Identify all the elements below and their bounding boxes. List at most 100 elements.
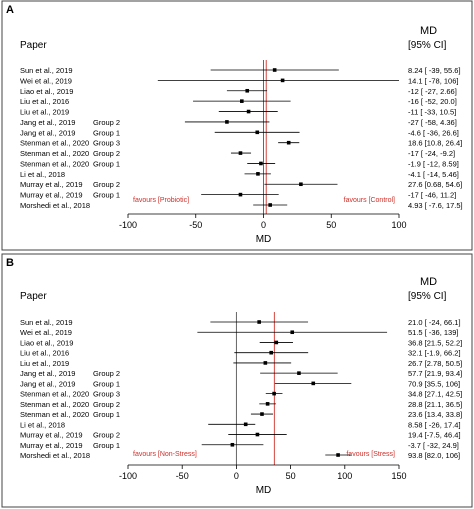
group-label: Group 3 <box>93 139 120 148</box>
group-label: Group 1 <box>93 191 120 200</box>
point-estimate <box>299 182 303 187</box>
study-label: Jang et al., 2019 <box>20 379 75 388</box>
study-label: Stenman et al., 2020 <box>20 390 89 399</box>
point-estimate <box>255 130 260 135</box>
ci-value-text: -16 [ -52, 20.0] <box>408 97 457 106</box>
x-tick-label: -50 <box>176 471 189 481</box>
x-tick-label: 0 <box>261 220 266 230</box>
ci-value-text: -17 [ -46, 11.2] <box>408 191 456 200</box>
ci-header: [95% CI] <box>408 291 447 302</box>
paper-header: Paper <box>20 40 47 51</box>
ci-value-text: 14.1 [ -78, 106] <box>408 76 458 85</box>
group-label: Group 2 <box>93 118 120 127</box>
ci-value-text: 27.6 [0.68, 54.6] <box>408 180 462 189</box>
study-label: Stenman et al., 2020 <box>20 400 89 409</box>
point-estimate <box>257 320 261 324</box>
point-estimate <box>246 109 251 114</box>
paper-header: Paper <box>20 291 47 302</box>
ci-value-text: -17 [ -24, -9.2] <box>408 149 455 158</box>
point-estimate <box>238 151 243 155</box>
study-label: Stenman et al., 2020 <box>20 139 89 148</box>
ci-value-text: 34.8 [27.1, 42.5] <box>408 390 462 399</box>
x-axis-title: MD <box>256 234 272 245</box>
group-label: Group 1 <box>93 379 120 388</box>
point-estimate <box>272 391 276 396</box>
ci-value-text: 8.58 [ -26, 17.4] <box>408 420 461 429</box>
point-estimate <box>269 350 273 355</box>
study-label: Li et al., 2018 <box>20 170 65 179</box>
group-label: Group 2 <box>93 400 120 409</box>
md-header: MD <box>420 25 437 37</box>
ci-value-text: 26.7 [2.78, 50.5] <box>408 359 462 368</box>
point-estimate <box>245 88 250 93</box>
point-estimate <box>243 422 248 427</box>
x-tick-label: -100 <box>119 220 137 230</box>
ci-value-text: 18.6 [10.8, 26.4] <box>408 139 462 148</box>
study-label: Stenman et al., 2020 <box>20 159 89 168</box>
study-label: Murray et al., 2019 <box>20 441 83 450</box>
study-label: Morshedi et al., 2018 <box>20 201 90 210</box>
study-label: Murray et al., 2019 <box>20 180 83 189</box>
ci-value-text: -12 [ -27, 2.66] <box>408 87 457 96</box>
study-label: Wei et al., 2019 <box>20 328 72 337</box>
study-label: Murray et al., 2019 <box>20 431 83 440</box>
ci-value-text: 4.93 [ -7.6, 17.5] <box>408 201 463 210</box>
study-label: Morshedi et al., 2018 <box>20 451 90 460</box>
study-label: Stenman et al., 2020 <box>20 410 89 419</box>
point-estimate <box>290 330 295 335</box>
study-label: Jang et al., 2019 <box>20 128 75 137</box>
group-label: Group 1 <box>93 441 120 450</box>
group-label: Group 3 <box>93 390 120 399</box>
study-label: Liu et al., 2019 <box>20 359 69 368</box>
study-label: Murray et al., 2019 <box>20 191 83 200</box>
ci-value-text: 28.8 [21.1, 36.5] <box>408 400 462 409</box>
study-label: Liu et al., 2019 <box>20 108 69 117</box>
study-label: Li et al., 2018 <box>20 420 65 429</box>
ci-value-text: 32.1 [-1.9, 66.2] <box>408 349 461 358</box>
favours-left-label: favours [Non-Stress] <box>133 451 197 458</box>
ci-value-text: 19.4 [-7.5, 46.4] <box>408 431 461 440</box>
point-estimate <box>297 371 301 375</box>
point-estimate <box>259 161 263 166</box>
study-label: Jang et al., 2019 <box>20 369 75 378</box>
group-label: Group 2 <box>93 180 120 189</box>
point-estimate <box>238 192 243 197</box>
study-label: Liu et al., 2016 <box>20 349 69 358</box>
ci-value-text: 57.7 [21.9, 93.4] <box>408 369 462 378</box>
point-estimate <box>336 453 340 457</box>
ci-value-text: 21.0 [ -24, 66.1] <box>408 318 461 327</box>
study-label: Liao et al., 2019 <box>20 338 73 347</box>
point-estimate <box>265 402 270 406</box>
x-tick-label: 100 <box>337 471 352 481</box>
point-estimate <box>274 340 279 345</box>
study-label: Stenman et al., 2020 <box>20 149 89 158</box>
group-label: Group 2 <box>93 431 120 440</box>
x-tick-label: 50 <box>326 220 336 230</box>
md-header: MD <box>420 276 437 288</box>
ci-value-text: -3.7 [ -32, 24.9] <box>408 441 459 450</box>
ci-value-text: -11 [ -33, 10.5] <box>408 108 456 117</box>
study-label: Sun et al., 2019 <box>20 66 73 75</box>
favours-left-label: favours [Probiotic] <box>133 197 189 204</box>
ci-value-text: -27 [ -58, 4.36] <box>408 118 457 127</box>
x-tick-label: 150 <box>391 471 406 481</box>
favours-right-label: favours [Control] <box>344 197 395 204</box>
point-estimate <box>255 432 260 437</box>
group-label: Group 1 <box>93 159 120 168</box>
point-estimate <box>286 140 291 145</box>
point-estimate <box>272 68 277 72</box>
study-label: Sun et al., 2019 <box>20 318 73 327</box>
ci-value-text: -1.9 [ -12, 8.59] <box>408 159 459 168</box>
study-label: Liao et al., 2019 <box>20 87 73 96</box>
plot-area-b: Sun et al., 2019 21.0 [ -24, 66.1] Wei et … <box>20 312 462 496</box>
plot-area-a: Sun et al., 2019 8.24 [ -39, 55.6] Wei et … <box>20 60 463 245</box>
ci-value-text: 51.5 [ -36, 139] <box>408 328 458 337</box>
point-estimate <box>240 99 244 103</box>
point-estimate <box>311 381 316 386</box>
x-tick-label: 0 <box>234 471 239 481</box>
group-label: Group 1 <box>93 410 120 419</box>
study-label: Wei et al., 2019 <box>20 76 72 85</box>
ci-value-text: 93.8 [82.0, 106] <box>408 451 460 460</box>
ci-header: [95% CI] <box>408 40 447 51</box>
ci-value-text: -4.6 [ -36, 26.6] <box>408 128 459 137</box>
